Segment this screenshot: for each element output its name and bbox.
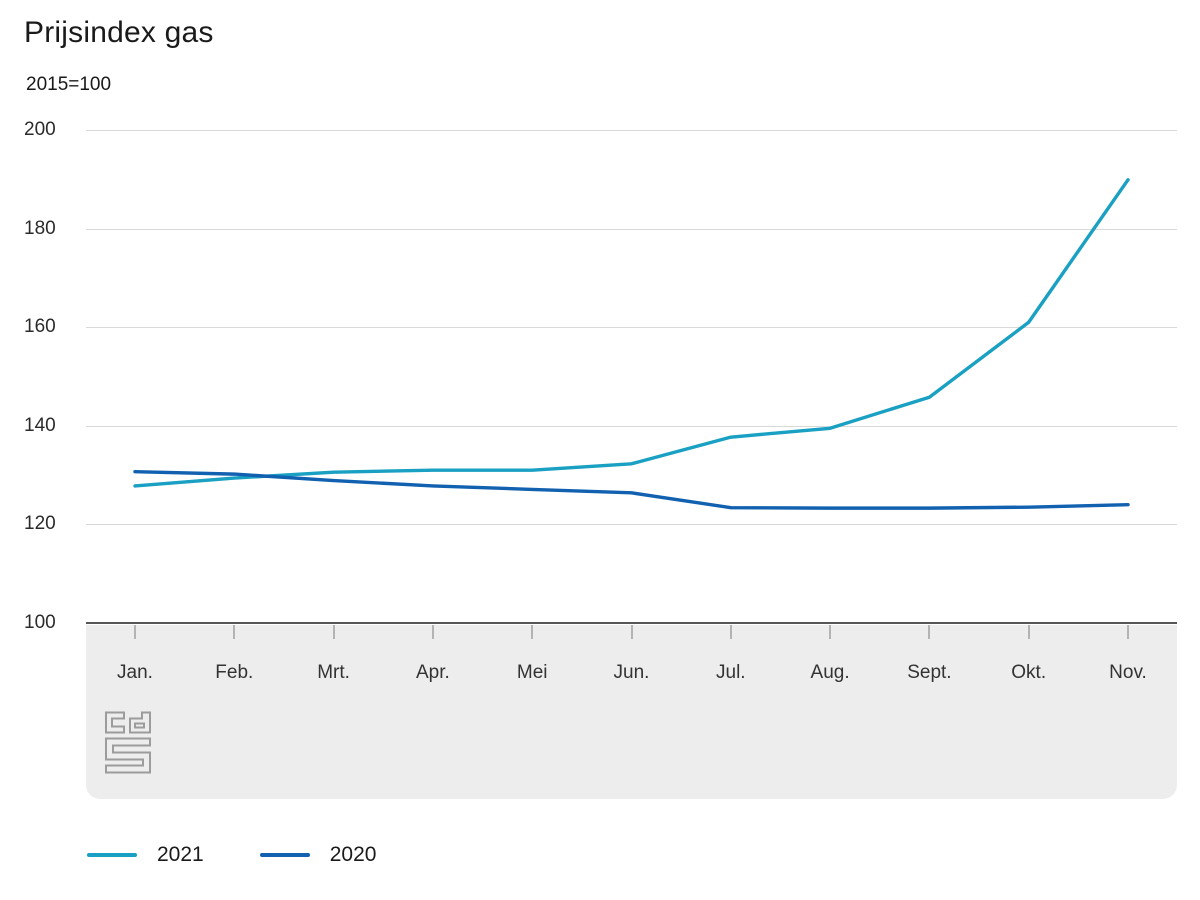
gridline-120: [86, 524, 1177, 526]
x-tick-Okt: [1027, 625, 1030, 639]
legend-item-2021[interactable]: 2021: [87, 843, 204, 867]
x-tick-Aug: [829, 625, 832, 639]
x-axis-label-Sept: Sept.: [907, 662, 952, 683]
x-axis-line: [86, 622, 1177, 624]
x-tick-Apr: [431, 625, 434, 639]
cbs-logo-icon: [105, 711, 151, 774]
x-tick-Mrt: [332, 625, 335, 639]
y-axis-label-200: 200: [24, 119, 56, 140]
gridline-180: [86, 228, 1177, 230]
legend-swatch-2021: [87, 853, 137, 857]
x-tick-Jan: [134, 625, 136, 639]
legend-label-2021: 2021: [157, 843, 204, 866]
x-axis-label-Feb: Feb.: [215, 662, 254, 683]
x-axis-label-Jun: Jun.: [613, 662, 650, 683]
gridline-200: [86, 130, 1177, 131]
x-axis-label-Mrt: Mrt.: [317, 662, 350, 683]
gridline-160: [86, 327, 1177, 329]
y-axis-label-180: 180: [24, 217, 56, 239]
x-axis-label-Aug: Aug.: [810, 662, 850, 683]
legend-item-2020[interactable]: 2020: [259, 843, 377, 867]
x-tick-Sept: [928, 625, 931, 639]
chart-subtitle: 2015=100: [26, 74, 112, 95]
y-axis-label-100: 100: [24, 612, 56, 633]
x-axis-label-Okt: Okt.: [1011, 662, 1047, 683]
x-tick-Jun: [630, 625, 633, 639]
x-axis-label-Nov: Nov.: [1109, 662, 1147, 683]
x-tick-Feb: [233, 625, 236, 639]
gridline-140: [86, 425, 1177, 427]
x-axis-label-Jul: Jul.: [716, 662, 746, 683]
legend-label-2020: 2020: [329, 843, 377, 866]
x-axis-label-Apr: Apr.: [415, 662, 450, 683]
x-tick-Mei: [531, 625, 534, 639]
y-axis-label-120: 120: [24, 513, 56, 535]
series-line-2020[interactable]: [133, 469, 1130, 510]
x-axis-band: [86, 625, 1177, 799]
x-axis-label-Mei: Mei: [516, 662, 548, 683]
legend-swatch-2020: [259, 853, 310, 857]
series-line-2021[interactable]: [133, 178, 1130, 488]
y-axis-label-140: 140: [24, 414, 56, 436]
x-tick-Nov: [1127, 625, 1129, 639]
y-axis-label-160: 160: [24, 316, 56, 338]
legend: 2021 2020: [87, 843, 376, 867]
chart-title: Prijsindex gas: [24, 16, 214, 49]
x-tick-Jul: [729, 625, 732, 639]
x-axis-label-Jan: Jan.: [117, 662, 153, 683]
